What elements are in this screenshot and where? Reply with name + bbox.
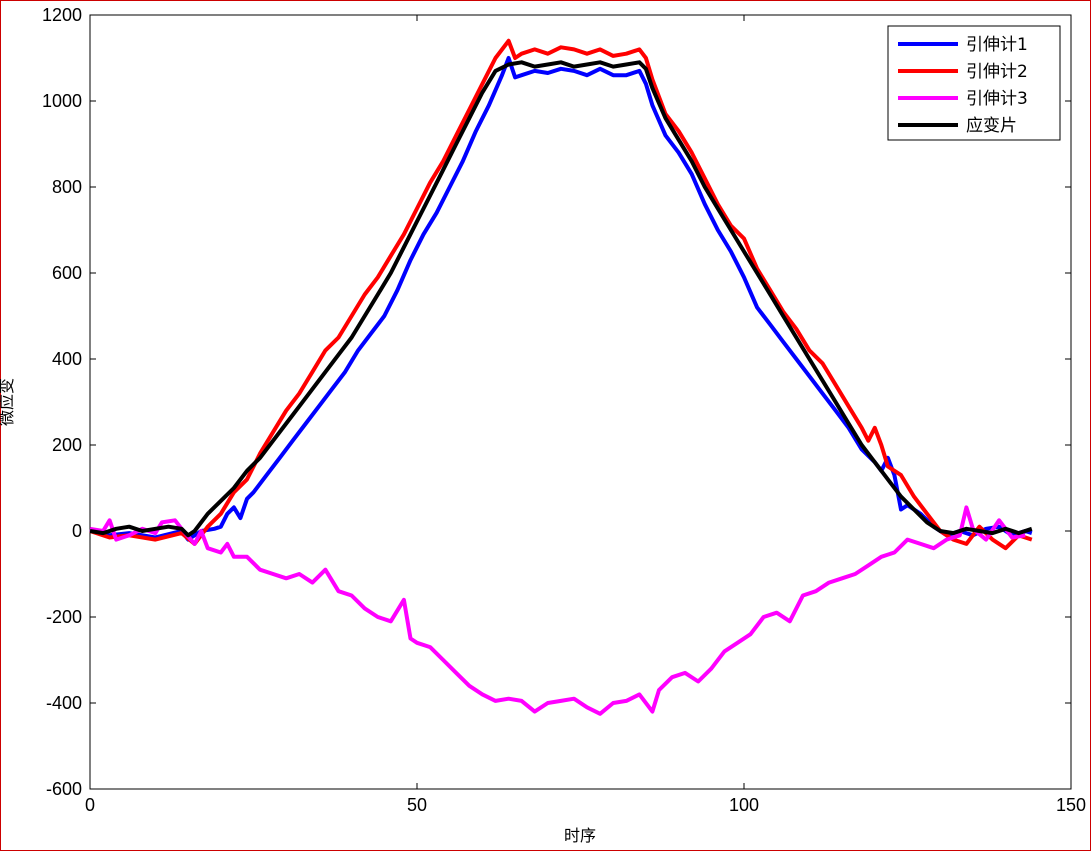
x-tick-label: 50 xyxy=(407,795,427,815)
y-axis-ticks: -600 -400 -200 0 200 400 600 800 1000 1200 xyxy=(42,5,1071,799)
legend-label: 引伸计1 xyxy=(966,35,1028,55)
series-line-4 xyxy=(89,60,1033,538)
x-tick-label: 100 xyxy=(729,795,759,815)
series-layer xyxy=(89,38,1033,716)
y-tick-label: -600 xyxy=(46,779,82,799)
legend-label: 引伸计2 xyxy=(966,62,1028,82)
y-tick-label: -200 xyxy=(46,607,82,627)
y-tick-label: 1000 xyxy=(42,91,82,111)
series-line-2 xyxy=(89,38,1033,551)
x-tick-label: 150 xyxy=(1056,795,1086,815)
x-axis-label: 时序 xyxy=(564,826,596,845)
legend-label: 应变片 xyxy=(966,116,1017,136)
y-tick-label: 1200 xyxy=(42,5,82,25)
axes xyxy=(89,14,1072,790)
y-tick-label: 800 xyxy=(52,177,82,197)
legend: 引伸计1 引伸计2 引伸计3 应变片 xyxy=(887,25,1061,141)
y-tick-label: 0 xyxy=(72,521,82,541)
y-axis-label: 微应变 xyxy=(0,378,16,426)
series-line-3 xyxy=(89,505,1026,716)
y-tick-label: 400 xyxy=(52,349,82,369)
y-tick-label: 200 xyxy=(52,435,82,455)
x-tick-label: 0 xyxy=(85,795,95,815)
y-tick-label: 600 xyxy=(52,263,82,283)
series-line-1 xyxy=(89,56,1033,542)
legend-label: 引伸计3 xyxy=(966,89,1028,109)
plot-area xyxy=(89,14,1072,790)
y-tick-label: -400 xyxy=(46,693,82,713)
x-axis-ticks: 0 50 100 150 xyxy=(85,15,1086,815)
